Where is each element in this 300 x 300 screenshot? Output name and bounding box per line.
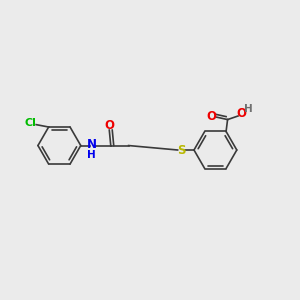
Text: N: N [86,138,96,151]
Text: Cl: Cl [25,118,37,128]
Text: O: O [105,119,115,132]
Text: O: O [207,110,217,123]
Text: H: H [244,104,253,115]
Text: H: H [87,150,96,160]
Text: S: S [177,143,185,157]
Text: O: O [236,107,246,120]
